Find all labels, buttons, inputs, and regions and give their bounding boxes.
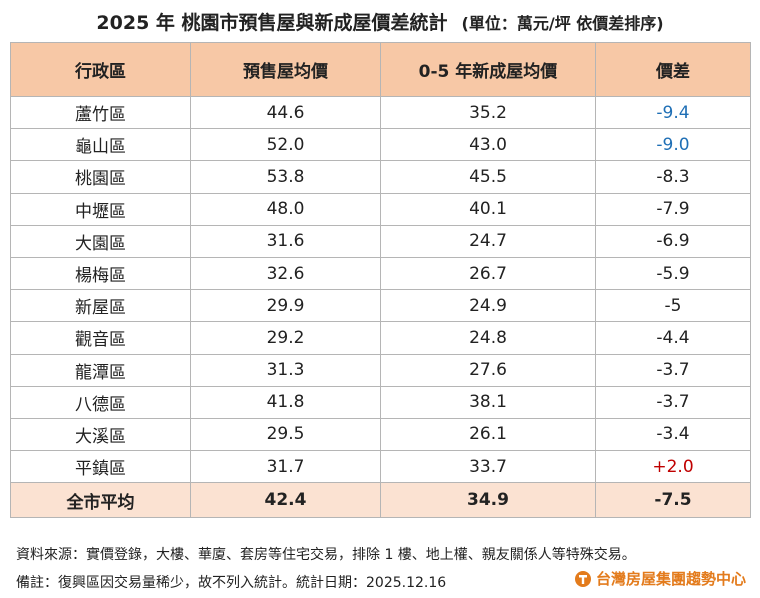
cell: 43.0 [380, 128, 596, 162]
cell: 29.5 [190, 417, 381, 452]
table: 行政區 預售屋均價 0-5 年新成屋均價 價差 蘆竹區 44.6 35.2 -9.4 龜山區 5… [10, 42, 751, 519]
cell: 32.6 [190, 256, 381, 291]
logo-icon [574, 570, 591, 587]
total-row: 全市平均 42.4 34.9 -7.5 [10, 482, 751, 519]
column-header: 0-5 年新成屋均價 [380, 42, 596, 97]
cell: 38.1 [380, 385, 596, 419]
cell: 26.1 [380, 417, 596, 452]
cell: 29.9 [190, 289, 381, 323]
row: 蘆竹區 44.6 35.2 -9.4 [10, 95, 751, 130]
row: 龜山區 52.0 43.0 -9.0 [10, 128, 751, 162]
cell: -4.4 [595, 321, 751, 355]
row: 平鎮區 31.7 33.7 +2.0 [10, 450, 751, 484]
cell: 龍潭區 [10, 353, 191, 387]
cell: 龜山區 [10, 128, 191, 162]
header-row: 行政區 預售屋均價 0-5 年新成屋均價 價差 [10, 42, 751, 97]
cell: 48.0 [190, 192, 381, 226]
cell: 31.6 [190, 224, 381, 258]
unit: (單位：萬元/坪 依價差排序) [461, 14, 664, 33]
cell: 平鎮區 [10, 450, 191, 484]
cell: -5.9 [595, 256, 751, 291]
row: 八德區 41.8 38.1 -3.7 [10, 385, 751, 419]
total-cell: 42.4 [190, 482, 381, 519]
cell: 大園區 [10, 224, 191, 258]
cell: 24.7 [380, 224, 596, 258]
cell: 蘆竹區 [10, 95, 191, 130]
cell: 26.7 [380, 256, 596, 291]
row: 觀音區 29.2 24.8 -4.4 [10, 321, 751, 355]
cell: 52.0 [190, 128, 381, 162]
cell: -3.7 [595, 385, 751, 419]
cell: 桃園區 [10, 160, 191, 194]
cell: -3.4 [595, 417, 751, 452]
cell: 27.6 [380, 353, 596, 387]
cell: 楊梅區 [10, 256, 191, 291]
total-cell: -7.5 [595, 482, 751, 519]
cell: 31.7 [190, 450, 381, 484]
row: 大溪區 29.5 26.1 -3.4 [10, 417, 751, 452]
cell: 40.1 [380, 192, 596, 226]
cell: 中壢區 [10, 192, 191, 226]
cell: 53.8 [190, 160, 381, 194]
title-bar: 2025 年 桃園市預售屋與新成屋價差統計 (單位：萬元/坪 依價差排序) [0, 8, 760, 35]
cell: 八德區 [10, 385, 191, 419]
total-cell: 全市平均 [10, 482, 191, 519]
cell: -7.9 [595, 192, 751, 226]
row: 大園區 31.6 24.7 -6.9 [10, 224, 751, 258]
logo-text: 台灣房屋集團趨勢中心 [595, 570, 746, 588]
cell: 29.2 [190, 321, 381, 355]
cell: 新屋區 [10, 289, 191, 323]
cell: 41.8 [190, 385, 381, 419]
note: 備註：復興區因交易量稀少，故不列入統計。統計日期：2025.12.16 [16, 575, 447, 591]
source: 資料來源：實價登錄，大樓、華廈、套房等住宅交易，排除 1 樓、地上權、親友關係人… [16, 547, 636, 563]
cell: 33.7 [380, 450, 596, 484]
row: 中壢區 48.0 40.1 -7.9 [10, 192, 751, 226]
cell: 45.5 [380, 160, 596, 194]
cell: -3.7 [595, 353, 751, 387]
cell: -9.0 [595, 128, 751, 162]
column-header: 預售屋均價 [190, 42, 381, 97]
cell: 31.3 [190, 353, 381, 387]
cell: -6.9 [595, 224, 751, 258]
logo: 台灣房屋集團趨勢中心 [574, 568, 746, 589]
cell: -5 [595, 289, 751, 323]
cell: 觀音區 [10, 321, 191, 355]
row: 桃園區 53.8 45.5 -8.3 [10, 160, 751, 194]
cell: +2.0 [595, 450, 751, 484]
cell: -8.3 [595, 160, 751, 194]
row: 楊梅區 32.6 26.7 -5.9 [10, 256, 751, 291]
cell: 35.2 [380, 95, 596, 130]
cell: 24.9 [380, 289, 596, 323]
cell: 大溪區 [10, 417, 191, 452]
total-cell: 34.9 [380, 482, 596, 519]
column-header: 行政區 [10, 42, 191, 97]
title: 2025 年 桃園市預售屋與新成屋價差統計 [96, 12, 448, 34]
row: 龍潭區 31.3 27.6 -3.7 [10, 353, 751, 387]
column-header: 價差 [595, 42, 751, 97]
cell: 24.8 [380, 321, 596, 355]
cell: -9.4 [595, 95, 751, 130]
cell: 44.6 [190, 95, 381, 130]
row: 新屋區 29.9 24.9 -5 [10, 289, 751, 323]
table-body: 蘆竹區 44.6 35.2 -9.4 龜山區 52.0 43.0 -9.0 桃園區 53.8 45.… [10, 95, 751, 519]
